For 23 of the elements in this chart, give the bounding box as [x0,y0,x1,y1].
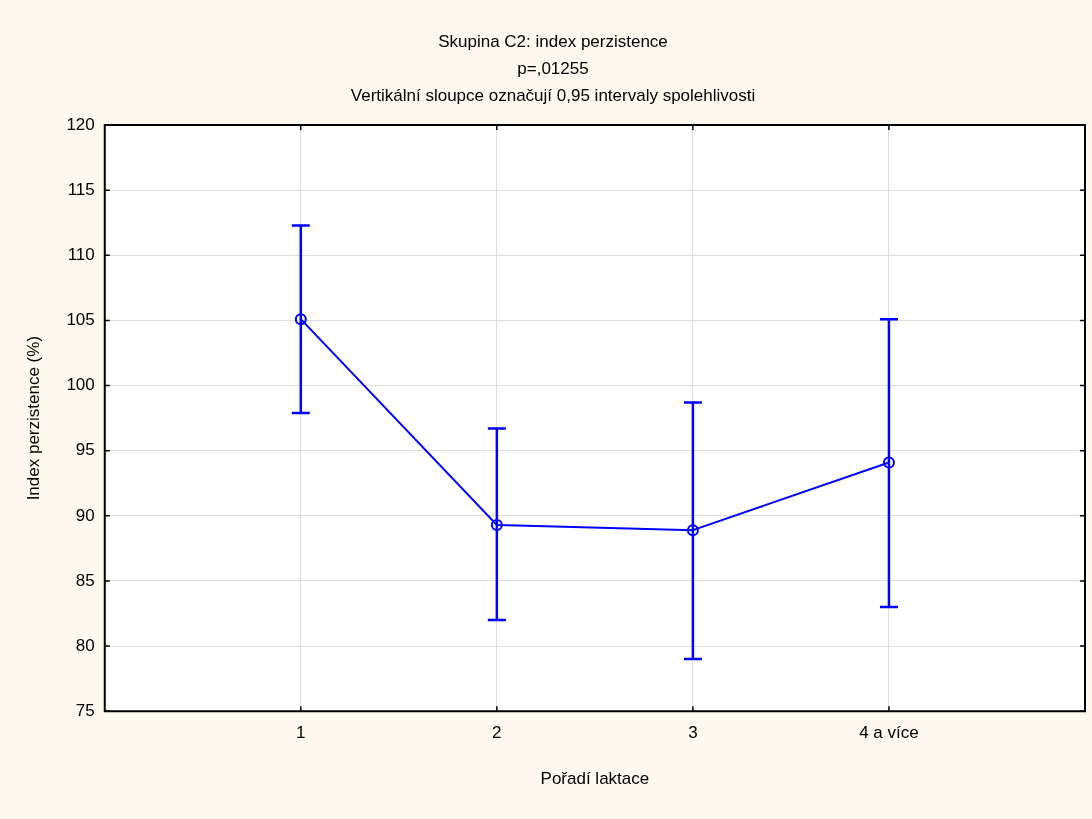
point [686,524,699,537]
point [882,456,895,469]
point [294,313,307,326]
y-tick-label: 90 [75,505,95,525]
x-tick-label: 2 [492,723,502,743]
y-tick-label: 120 [66,114,95,134]
y-tick-label: 85 [75,570,95,590]
x-tick-label: 1 [296,723,306,743]
chart-subtitle: p=,01255 [517,59,589,79]
x-tick-label: 3 [688,723,698,743]
x-axis-title: Pořadí laktace [540,769,650,789]
y-tick-label: 105 [66,310,95,330]
point [490,518,503,531]
chart-title: Skupina C2: index perzistence [438,31,668,51]
text: Vertikální sloupce označují 0,95 intervaly spolehlivosti [350,85,756,105]
y-axis-title: Index perzistence (%) [23,335,43,501]
y-tick-label: 75 [75,700,95,720]
y-tick-label: 95 [75,440,95,460]
y-tick-label: 80 [75,635,95,655]
y-tick-label: 110 [67,245,95,265]
x-tick-label: 4 a více [859,723,919,743]
y-tick-label: 115 [67,179,95,199]
y-tick-label: 100 [66,375,95,395]
